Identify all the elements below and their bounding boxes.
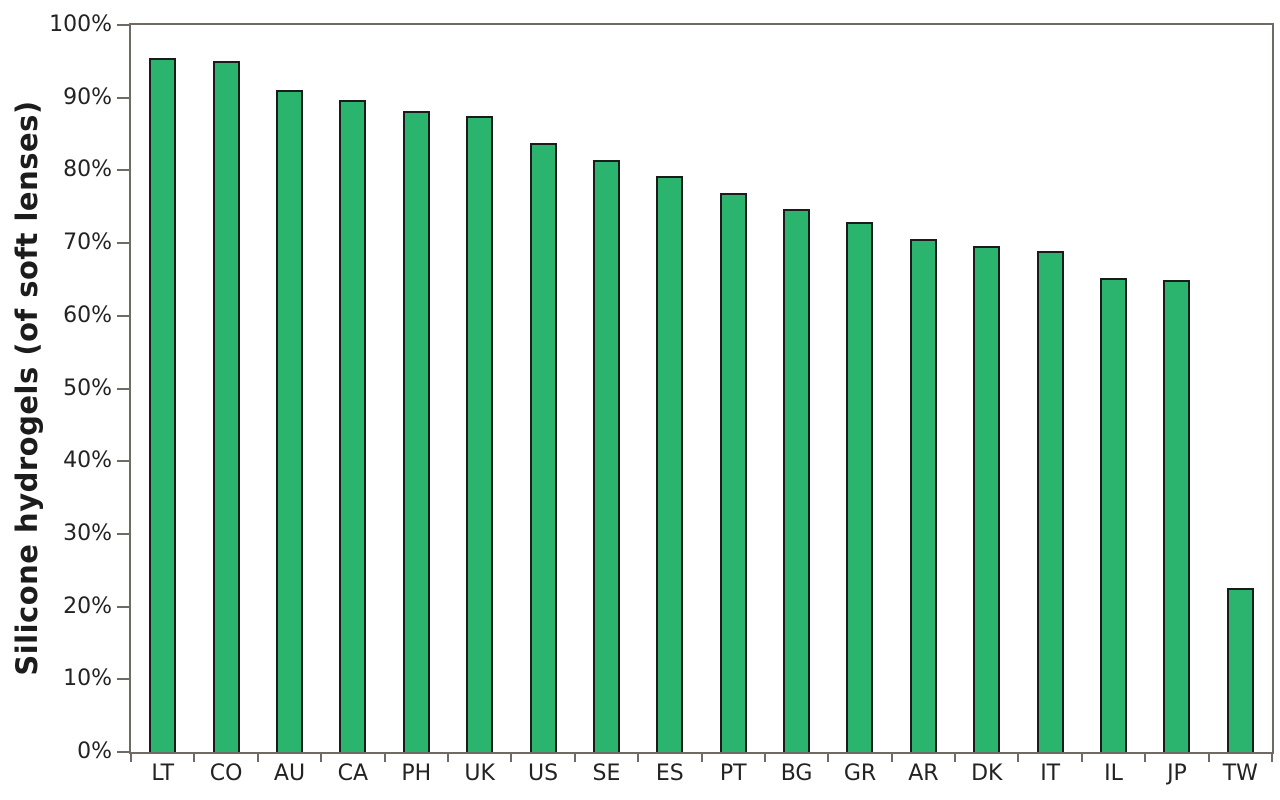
x-tick-label-IL: IL: [1104, 761, 1123, 786]
x-tick: [573, 754, 576, 762]
x-tick: [320, 754, 323, 762]
x-tick: [383, 754, 386, 762]
x-tick: [827, 754, 830, 762]
x-tick-label-UK: UK: [464, 761, 495, 786]
x-tick-label-GR: GR: [843, 761, 877, 786]
x-tick: [763, 754, 766, 762]
x-tick-label-PT: PT: [719, 761, 747, 786]
bar-UK: [466, 115, 494, 752]
bar-SE: [592, 160, 620, 752]
y-tick-label: 10%: [63, 666, 112, 692]
x-tick-label-BG: BG: [780, 761, 813, 786]
y-tick: [117, 532, 129, 535]
y-tick: [117, 678, 129, 681]
plot-area: [129, 23, 1274, 754]
x-tick: [193, 754, 196, 762]
x-tick: [446, 754, 449, 762]
y-tick-label: 30%: [63, 520, 112, 546]
x-tick: [256, 754, 259, 762]
bar-JP: [1163, 280, 1191, 752]
bar-AR: [909, 238, 937, 752]
bar-BG: [783, 208, 811, 752]
x-axis-labels: LT CO AU CA PH UK US SE ES PT BG GR AR DK IT IL JP TW: [131, 761, 1272, 786]
y-tick-label: 90%: [63, 84, 112, 110]
x-tick: [510, 754, 513, 762]
x-tick: [954, 754, 957, 762]
y-tick: [117, 751, 129, 753]
bar-GR: [846, 222, 874, 752]
y-tick-label: 70%: [63, 230, 112, 256]
x-tick: [1080, 754, 1083, 762]
x-tick-label-US: US: [528, 761, 559, 786]
y-tick-label: 60%: [63, 302, 112, 328]
bars-container: [131, 25, 1272, 752]
bar-slot-IT: [1018, 25, 1081, 752]
y-tick: [117, 24, 129, 26]
bar-slot-TW: [1209, 25, 1272, 752]
x-tick: [1271, 754, 1273, 762]
y-tick: [117, 387, 129, 390]
x-tick: [890, 754, 893, 762]
x-tick: [130, 754, 132, 762]
x-tick-label-SE: SE: [592, 761, 621, 786]
x-tick: [700, 754, 703, 762]
bar-slot-IL: [1082, 25, 1145, 752]
x-tick-label-AU: AU: [273, 761, 306, 786]
x-tick-label-PH: PH: [401, 761, 432, 786]
x-tick: [1017, 754, 1020, 762]
bar-slot-PH: [385, 25, 448, 752]
x-tick: [637, 754, 640, 762]
y-tick: [117, 169, 129, 172]
bar-slot-SE: [575, 25, 638, 752]
y-tick-label: 50%: [63, 375, 112, 401]
y-tick: [117, 242, 129, 245]
bar-LT: [149, 57, 177, 752]
bar-slot-UK: [448, 25, 511, 752]
y-tick-label: 20%: [63, 593, 112, 619]
bar-IL: [1100, 278, 1128, 752]
bar-CO: [212, 61, 240, 752]
bar-slot-AR: [892, 25, 955, 752]
bar-CA: [339, 99, 367, 752]
bar-slot-BG: [765, 25, 828, 752]
x-tick-label-TW: TW: [1222, 761, 1258, 786]
y-tick: [117, 314, 129, 317]
bar-slot-JP: [1145, 25, 1208, 752]
x-tick-label-LT: LT: [151, 761, 175, 786]
bar-slot-CA: [321, 25, 384, 752]
x-tick-label-AR: AR: [908, 761, 939, 786]
x-tick-label-JP: JP: [1167, 761, 1187, 786]
y-tick-label: 100%: [49, 12, 112, 37]
bar-slot-LT: [131, 25, 194, 752]
bar-slot-DK: [955, 25, 1018, 752]
x-tick-label-IT: IT: [1040, 761, 1061, 786]
bar-slot-GR: [828, 25, 891, 752]
x-tick: [1207, 754, 1210, 762]
bar-PT: [719, 192, 747, 752]
y-tick: [117, 605, 129, 608]
y-tick: [117, 96, 129, 99]
x-tick: [1144, 754, 1147, 762]
bar-PH: [402, 110, 430, 752]
x-tick-label-CO: CO: [209, 761, 243, 786]
bar-slot-AU: [258, 25, 321, 752]
bar-IT: [1036, 251, 1064, 752]
bar-ES: [656, 176, 684, 752]
bar-AU: [275, 89, 303, 752]
bar-slot-ES: [638, 25, 701, 752]
y-tick-label: 80%: [63, 157, 112, 183]
bar-DK: [973, 246, 1001, 752]
bar-slot-CO: [194, 25, 257, 752]
y-tick: [117, 460, 129, 463]
x-tick-label-ES: ES: [655, 761, 684, 786]
y-tick-label: 40%: [63, 448, 112, 474]
bar-slot-US: [511, 25, 574, 752]
bar-US: [529, 142, 557, 752]
bar-slot-PT: [702, 25, 765, 752]
x-tick-label-CA: CA: [337, 761, 369, 786]
bar-TW: [1226, 587, 1254, 752]
x-tick-label-DK: DK: [971, 761, 1003, 786]
y-tick-label: 0%: [77, 739, 112, 764]
